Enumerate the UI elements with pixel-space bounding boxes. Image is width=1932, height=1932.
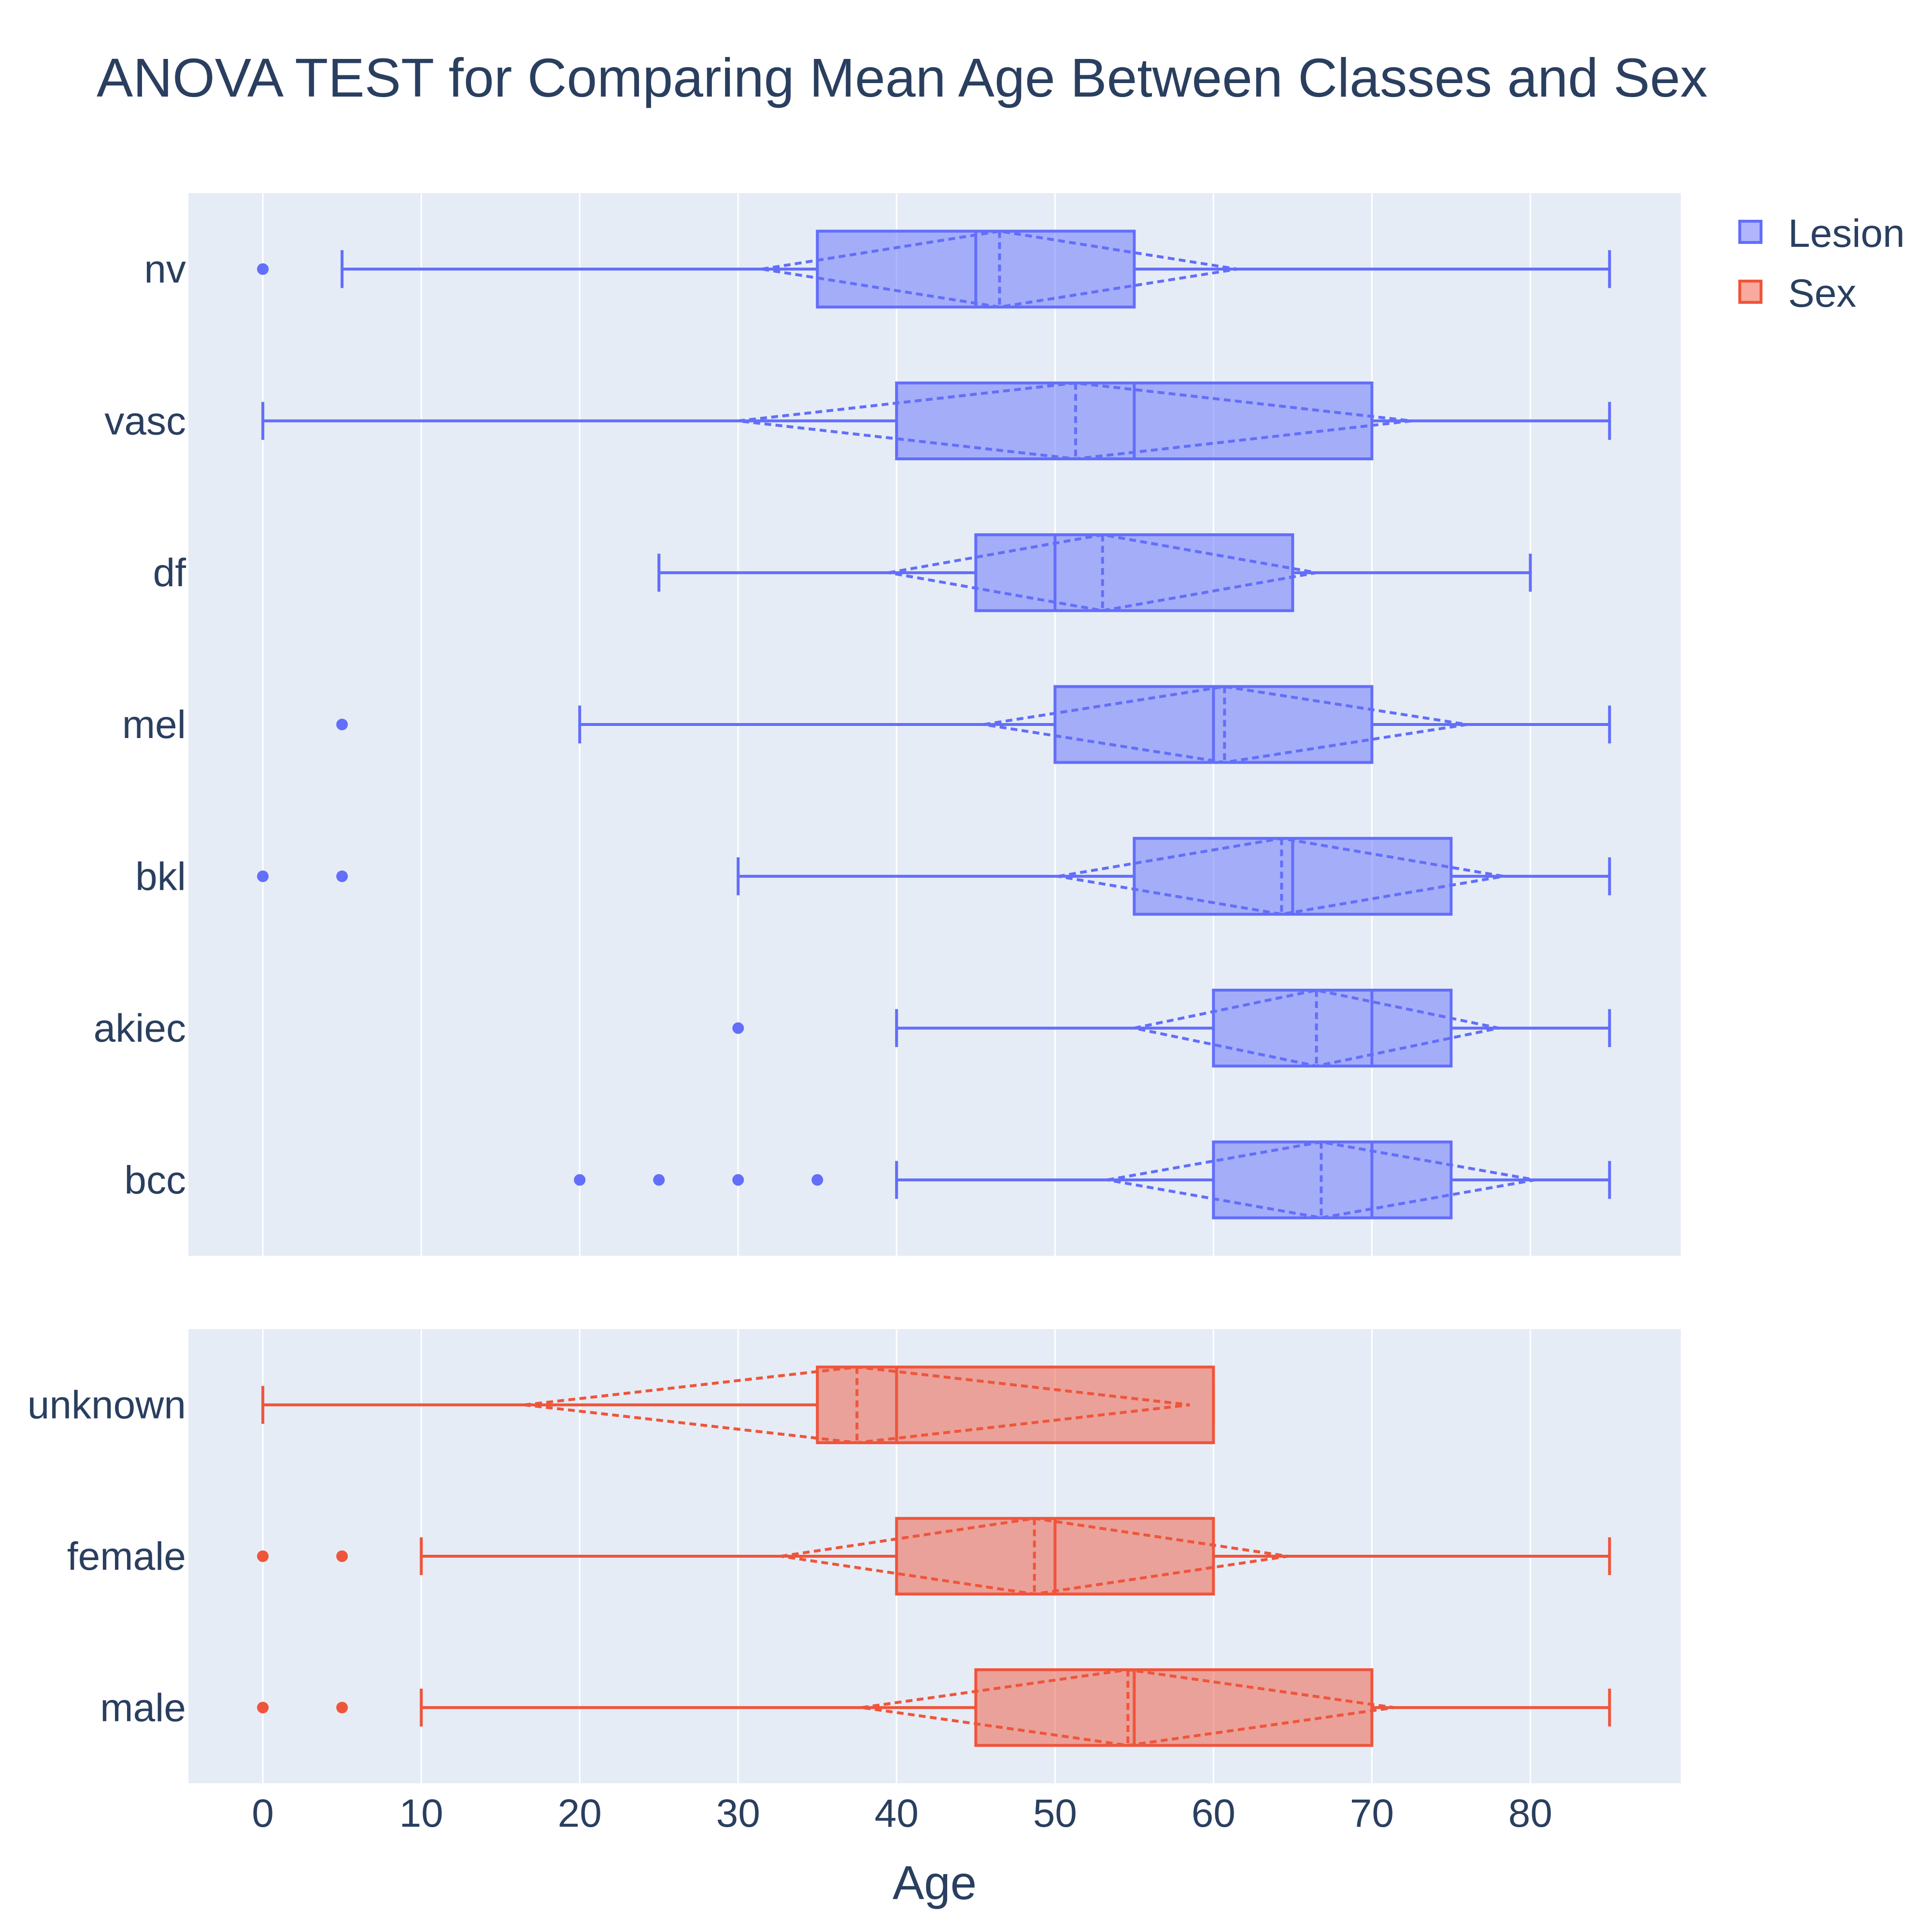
outlier-point [732, 1022, 744, 1034]
x-tick-label: 60 [1192, 1791, 1236, 1835]
box-female [257, 1517, 1611, 1596]
sd-diamond [861, 1668, 1394, 1747]
box-bcc [574, 1140, 1611, 1220]
y-tick-label: mel [122, 703, 186, 747]
sd-diamond [738, 381, 1412, 461]
outlier-point [336, 719, 348, 730]
x-tick-label: 0 [252, 1791, 274, 1835]
x-tick-label: 30 [716, 1791, 760, 1835]
y-tick-label: akiec [94, 1007, 186, 1051]
outlier-point [257, 1702, 269, 1714]
outlier-point [653, 1174, 665, 1186]
box-akiec [732, 988, 1611, 1068]
outlier-point [336, 870, 348, 882]
chart-title: ANOVA TEST for Comparing Mean Age Betwee… [97, 47, 1707, 108]
sd-diamond [761, 229, 1238, 309]
legend-item-lesion[interactable]: Lesion [1738, 212, 1905, 256]
x-axis-label: Age [893, 1856, 977, 1909]
y-tick-label: bkl [135, 854, 186, 898]
legend-swatch [1738, 220, 1762, 244]
legend[interactable]: Lesion Sex [1738, 212, 1905, 315]
sd-diamond [1134, 988, 1499, 1068]
box-male [257, 1668, 1611, 1747]
box-vasc [261, 381, 1611, 461]
x-tick-labels: 0 10 20 30 40 50 60 70 80 [252, 1791, 1552, 1835]
outlier-point [574, 1174, 586, 1186]
x-tick-label: 80 [1508, 1791, 1552, 1835]
y-tick-label: nv [144, 247, 186, 291]
legend-label: Lesion [1788, 212, 1905, 256]
outlier-point [336, 1702, 348, 1714]
outlier-point [257, 870, 269, 882]
sd-diamond [781, 1517, 1288, 1596]
y-tick-label: female [67, 1534, 186, 1578]
x-tick-label: 70 [1350, 1791, 1394, 1835]
y-tick-label: male [100, 1686, 186, 1730]
legend-item-sex[interactable]: Sex [1738, 271, 1856, 315]
outlier-point [257, 263, 269, 275]
y-tick-label: vasc [104, 399, 186, 443]
outlier-point [732, 1174, 744, 1186]
box-iqr [816, 1365, 1215, 1444]
sd-diamond [983, 685, 1467, 764]
sd-diamond [524, 1365, 1190, 1445]
box-iqr [974, 1668, 1374, 1747]
sd-diamond [1107, 1140, 1535, 1220]
sd-diamond [1058, 837, 1504, 916]
outlier-point [336, 1550, 348, 1562]
box-marks [257, 229, 1611, 1747]
y-tick-label: unknown [28, 1383, 186, 1427]
x-tick-label: 10 [399, 1791, 443, 1835]
legend-label: Sex [1788, 271, 1856, 315]
box-bkl [257, 837, 1611, 916]
x-tick-label: 50 [1033, 1791, 1077, 1835]
y-tick-label: bcc [124, 1158, 186, 1202]
box-nv [257, 229, 1611, 309]
box-unknown [261, 1365, 1215, 1445]
box-df [657, 533, 1532, 612]
y-tick-label: df [153, 551, 186, 595]
box-iqr [974, 533, 1294, 612]
y-tick-labels: nv vasc df mel bkl akiec bcc unknown female male [28, 247, 186, 1730]
legend-swatch [1738, 280, 1762, 304]
x-tick-label: 40 [875, 1791, 919, 1835]
box-mel [336, 685, 1611, 764]
outlier-point [257, 1550, 269, 1562]
box-iqr [1212, 989, 1453, 1068]
sd-diamond [888, 533, 1317, 612]
x-tick-label: 20 [558, 1791, 602, 1835]
outlier-point [811, 1174, 824, 1186]
